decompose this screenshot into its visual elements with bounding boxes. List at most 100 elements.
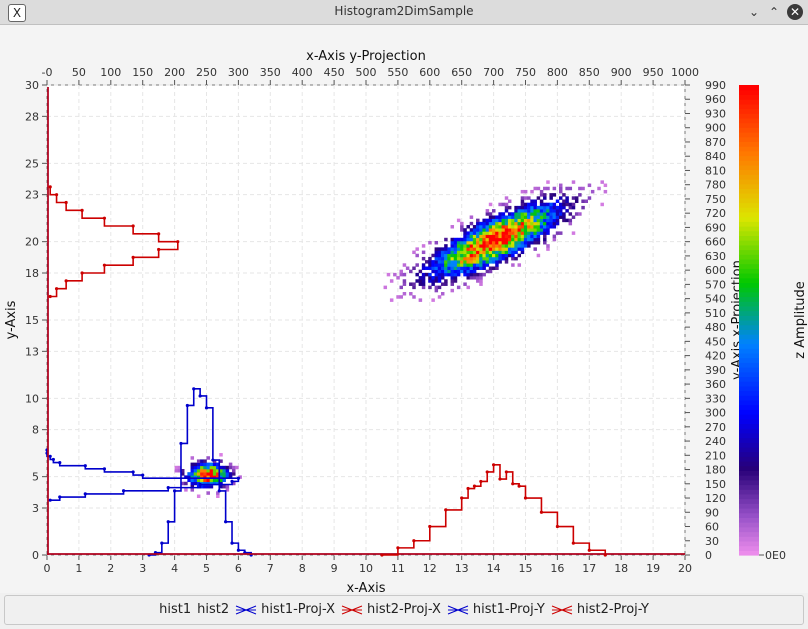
heatmap-cell (514, 209, 518, 213)
heatmap-cell (460, 221, 464, 226)
heatmap-cell (514, 247, 518, 251)
heatmap-cell (476, 240, 480, 245)
heatmap-cell (196, 468, 201, 473)
heatmap-cell (523, 212, 528, 216)
heatmap-cell (511, 240, 515, 245)
legend-item[interactable]: hist2-Proj-Y (551, 602, 649, 617)
heatmap-cell (232, 472, 236, 476)
heatmap-cell (476, 244, 480, 248)
heatmap-cell (520, 199, 525, 203)
x-tick-label: 13 (455, 562, 469, 575)
legend-item[interactable]: hist1-Proj-Y (447, 602, 545, 617)
heatmap-cell (520, 196, 525, 200)
heatmap-cell (533, 202, 537, 207)
heatmap-cell (437, 285, 442, 290)
series-point (102, 263, 107, 267)
heatmap-cell (209, 465, 214, 470)
heatmap-cell (450, 225, 455, 229)
heatmap-cell (492, 256, 496, 261)
heatmap-cell (523, 218, 528, 223)
heatmap-cell (520, 234, 525, 239)
heatmap-cell (517, 263, 522, 267)
heatmap-cell (511, 263, 515, 267)
heatmap-cell (603, 183, 608, 188)
series-point (131, 224, 135, 228)
series-point (230, 541, 234, 545)
heatmap-cell (536, 218, 541, 223)
heatmap-cell (482, 228, 486, 232)
heatmap-cell (498, 256, 502, 261)
heatmap-cell (562, 205, 566, 210)
heatmap-cell (520, 250, 525, 255)
heatmap-cell (507, 221, 512, 226)
heatmap-cell (492, 231, 496, 235)
colorbar-segment (739, 268, 759, 274)
x2-tick-label: 600 (419, 66, 440, 79)
y2-tick-label: 480 (705, 321, 726, 334)
heatmap-cell (533, 234, 537, 239)
colorbar-segment (739, 465, 759, 471)
heatmap-cell (466, 263, 470, 267)
heatmap-cell (460, 266, 464, 270)
heatmap-cell (450, 282, 455, 286)
heatmap-cell (482, 231, 486, 235)
heatmap-cell (193, 468, 198, 473)
heatmap-cell (492, 253, 496, 258)
heatmap-cell (482, 244, 486, 248)
heatmap-cell (402, 282, 407, 286)
legend-item[interactable]: hist2 (197, 602, 229, 617)
series-point (157, 232, 161, 236)
y-tick-label: 0 (32, 549, 39, 562)
heatmap-cell (456, 244, 461, 248)
legend-item[interactable]: hist1-Proj-X (235, 602, 335, 617)
heatmap-cell (517, 228, 522, 232)
heatmap-cell (574, 212, 579, 216)
y2-tick-label: 420 (705, 350, 726, 363)
close-button[interactable]: ✕ (787, 4, 803, 20)
heatmap-cell (539, 228, 544, 232)
heatmap-cell (507, 244, 512, 248)
colorbar-segment (739, 254, 759, 260)
heatmap-cell (444, 244, 448, 248)
heatmap-cell (232, 481, 236, 486)
heatmap-cell (485, 260, 490, 264)
legend-item[interactable]: hist2-Proj-X (341, 602, 441, 617)
heatmap-cell (476, 256, 480, 261)
colorbar-segment (739, 211, 759, 218)
heatmap-cell (492, 221, 496, 226)
heatmap-cell (453, 237, 458, 242)
heatmap-cell (536, 209, 541, 213)
heatmap-cell (476, 272, 480, 277)
heatmap-cell (555, 221, 560, 226)
heatmap-cell (456, 256, 461, 261)
heatmap-cell (498, 231, 502, 235)
heatmap-cell (546, 244, 550, 248)
minimize-button[interactable]: ⌄ (748, 5, 760, 19)
x-axis-label: x-Axis (346, 581, 385, 593)
heatmap-cell (549, 196, 553, 200)
histogram-chart[interactable]: 0 1 2 3 4 5 6 7 8 9 10 11 12 13 14 15 16 17 18 19 2003581013… (0, 25, 808, 596)
heatmap-cell (533, 247, 537, 251)
heatmap-cell (552, 234, 557, 239)
colorbar-segment (739, 489, 759, 495)
series-point (102, 467, 107, 471)
legend-item[interactable]: hist1 (159, 602, 191, 617)
series-point (523, 496, 528, 500)
heatmap-cell (539, 189, 544, 194)
heatmap-cell (476, 250, 480, 255)
heatmap-cell (463, 272, 467, 277)
heatmap-cell (527, 234, 531, 239)
heatmap-cell (476, 234, 480, 239)
colorbar-segment (739, 503, 759, 509)
maximize-button[interactable]: ⌃ (768, 5, 780, 19)
heatmap-cell (479, 282, 483, 286)
heatmap-cell (444, 247, 448, 251)
colorbar-segment (739, 301, 759, 307)
heatmap-cell (495, 247, 499, 251)
heatmap-cell (196, 481, 201, 486)
series-point (428, 524, 432, 529)
heatmap-cell (488, 221, 493, 226)
series-point (587, 548, 591, 552)
heatmap-cell (562, 193, 566, 197)
heatmap-cell (434, 279, 439, 283)
